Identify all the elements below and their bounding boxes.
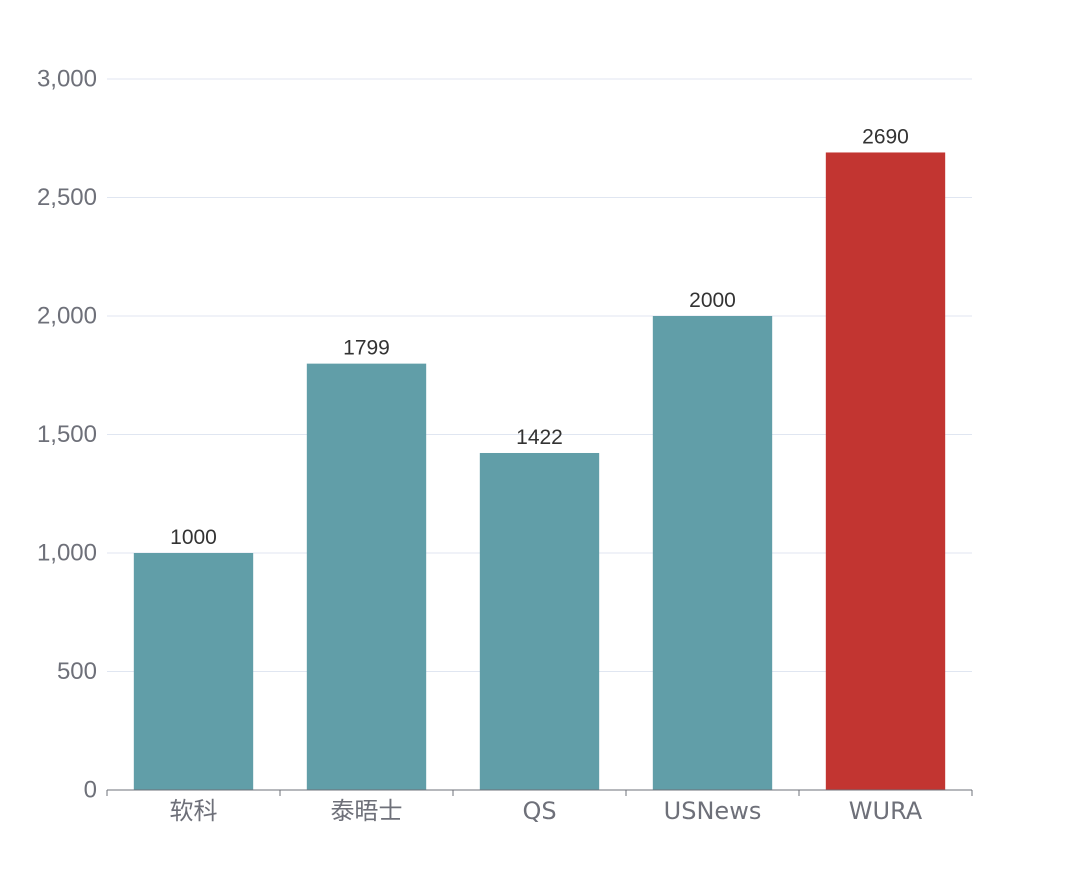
bar: [133, 553, 254, 790]
data-labels: 1000 1799 1422 2000 2690: [170, 125, 909, 549]
y-tick-label: 2,000: [37, 303, 97, 330]
y-tick-label: 0: [84, 777, 97, 804]
y-tick-label: 2,500: [37, 184, 97, 211]
x-tick-label: WURA: [849, 797, 923, 825]
y-axis-tick-labels: 0 500 1,000 1,500 2,000 2,500 3,000: [37, 66, 97, 804]
bar: [479, 452, 600, 790]
x-tick-label: QS: [522, 797, 556, 825]
x-tick-label: 软科: [170, 797, 218, 825]
x-tick-label: 泰晤士: [331, 797, 403, 825]
x-tick-label: USNews: [664, 797, 762, 825]
data-label: 1799: [343, 337, 390, 360]
bar: [825, 152, 946, 791]
y-tick-label: 3,000: [37, 66, 97, 93]
bar: [306, 363, 427, 790]
y-tick-label: 1,500: [37, 421, 97, 448]
y-tick-label: 500: [57, 658, 97, 685]
y-tick-label: 1,000: [37, 540, 97, 567]
data-label: 2690: [862, 125, 909, 148]
bar: [652, 316, 773, 790]
x-axis: [106, 789, 973, 796]
data-label: 1422: [516, 426, 563, 449]
bars: [133, 152, 946, 791]
data-label: 2000: [689, 289, 736, 312]
x-axis-tick-labels: 软科 泰晤士 QS USNews WURA: [170, 797, 923, 825]
data-label: 1000: [170, 526, 217, 549]
